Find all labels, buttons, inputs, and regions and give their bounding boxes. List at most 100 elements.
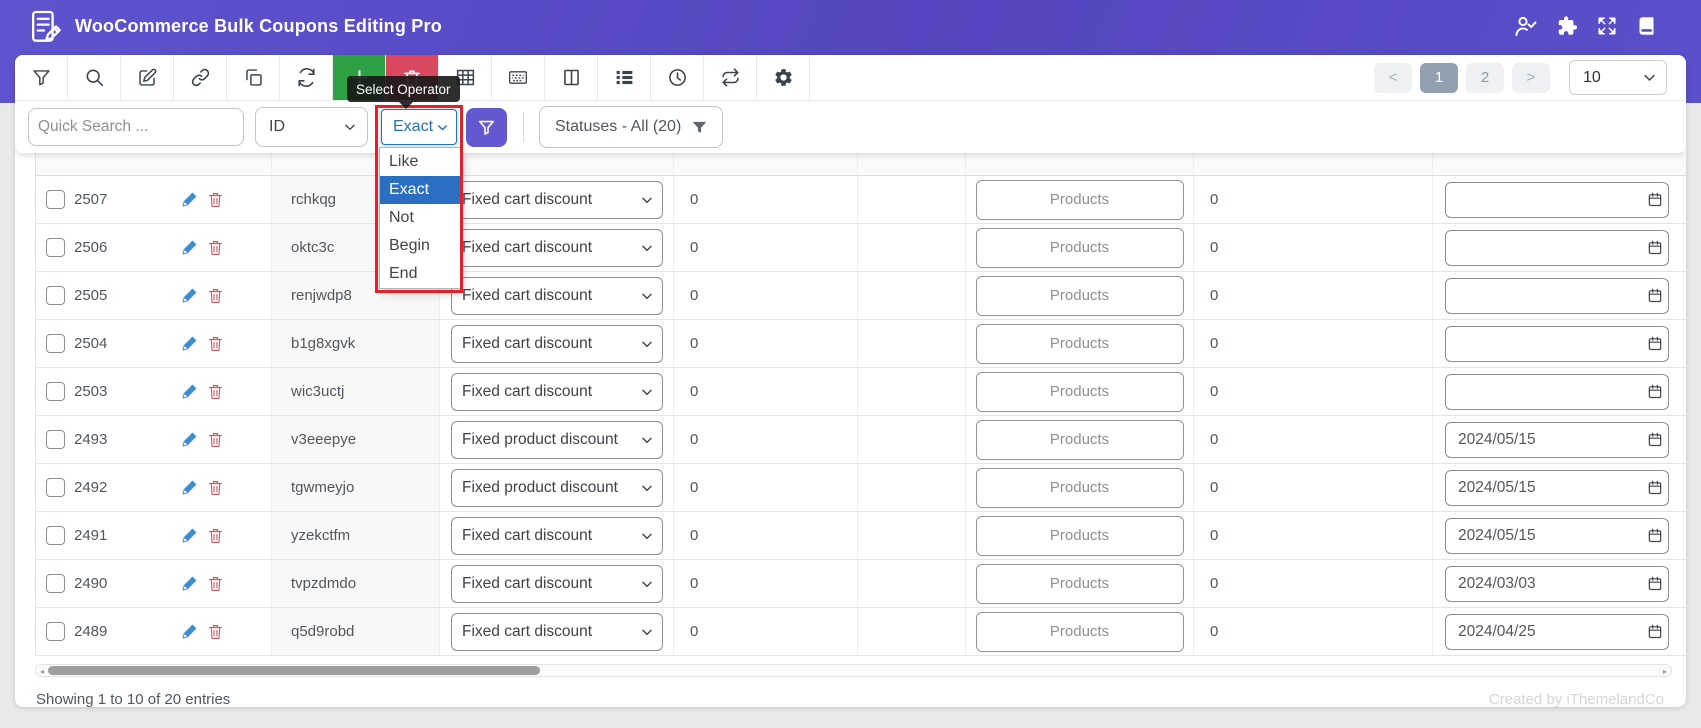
discount-type-select[interactable]: Fixed product discount <box>451 420 663 459</box>
fullscreen-icon[interactable] <box>1596 15 1618 37</box>
documentation-icon[interactable] <box>1636 15 1657 37</box>
scroll-left-arrow[interactable]: ◂ <box>40 667 45 676</box>
pagination-next-button[interactable]: > <box>1512 62 1550 93</box>
edit-row-icon[interactable] <box>180 287 198 305</box>
products-button[interactable]: Products <box>975 179 1184 220</box>
delete-row-icon[interactable] <box>207 431 224 449</box>
expiry-date-input[interactable]: 2024/03/03 <box>1445 565 1669 602</box>
delete-row-icon[interactable] <box>207 479 224 497</box>
operator-option[interactable]: Not <box>389 209 414 226</box>
toolbar-list-button[interactable] <box>598 55 651 100</box>
expiry-date-input[interactable] <box>1445 373 1669 410</box>
products-button[interactable]: Products <box>975 515 1184 556</box>
edit-row-icon[interactable] <box>180 239 198 257</box>
scroll-right-arrow[interactable]: ▸ <box>1662 667 1667 676</box>
scrollbar-thumb[interactable] <box>48 666 540 675</box>
edit-row-icon[interactable] <box>180 623 198 641</box>
operator-option[interactable]: Exact <box>380 176 460 204</box>
operator-select[interactable]: Exact <box>381 109 457 145</box>
products-button[interactable]: Products <box>975 467 1184 508</box>
expiry-date-input[interactable]: 2024/05/15 <box>1445 517 1669 554</box>
discount-type-select[interactable]: Fixed cart discount <box>451 324 663 363</box>
expiry-date-input[interactable]: 2024/05/15 <box>1445 421 1669 458</box>
expiry-date-input[interactable] <box>1445 181 1669 218</box>
expiry-date-input[interactable]: 2024/04/25 <box>1445 613 1669 650</box>
apply-filter-button[interactable] <box>466 107 507 147</box>
row-checkbox[interactable] <box>46 478 65 497</box>
delete-row-icon[interactable] <box>207 335 224 353</box>
row-checkbox[interactable] <box>46 382 65 401</box>
toolbar-settings-button[interactable] <box>757 55 810 100</box>
toolbar-inline-edit-button[interactable] <box>492 55 545 100</box>
delete-row-icon[interactable] <box>207 623 224 641</box>
row-checkbox[interactable] <box>46 526 65 545</box>
toolbar-filter-button[interactable] <box>15 55 68 100</box>
toolbar-search-button[interactable] <box>68 55 121 100</box>
page-size-select[interactable]: 10 <box>1569 60 1667 95</box>
discount-type-select[interactable]: Fixed cart discount <box>451 228 663 267</box>
discount-type-select[interactable]: Fixed cart discount <box>451 564 663 603</box>
delete-row-icon[interactable] <box>207 287 224 305</box>
pagination-prev-button[interactable]: < <box>1374 62 1412 93</box>
operator-option[interactable]: End <box>389 265 418 282</box>
row-checkbox[interactable] <box>46 574 65 593</box>
edit-row-icon[interactable] <box>180 191 198 209</box>
delete-row-icon[interactable] <box>207 239 224 257</box>
edit-row-icon[interactable] <box>180 575 198 593</box>
user-check-icon[interactable] <box>1514 15 1538 37</box>
edit-row-icon[interactable] <box>180 527 198 545</box>
expiry-date-input[interactable]: 2024/05/15 <box>1445 469 1669 506</box>
discount-type-select[interactable]: Fixed product discount <box>451 468 663 507</box>
pagination-page-2[interactable]: 2 <box>1466 62 1504 93</box>
coupon-id: 2505 <box>74 287 108 304</box>
discount-type-select[interactable]: Fixed cart discount <box>451 372 663 411</box>
operator-option[interactable]: Like <box>389 153 419 170</box>
products-button[interactable]: Products <box>975 611 1184 652</box>
operator-option[interactable]: Begin <box>389 237 430 254</box>
toolbar-bulk-edit-button[interactable] <box>121 55 174 100</box>
discount-type-select[interactable]: Fixed cart discount <box>451 612 663 651</box>
edit-row-icon[interactable] <box>180 383 198 401</box>
row-checkbox[interactable] <box>46 238 65 257</box>
row-checkbox[interactable] <box>46 430 65 449</box>
horizontal-scrollbar[interactable]: ◂ ▸ <box>35 664 1672 677</box>
delete-row-icon[interactable] <box>207 383 224 401</box>
delete-row-icon[interactable] <box>207 527 224 545</box>
edit-row-icon[interactable] <box>180 335 198 353</box>
row-checkbox[interactable] <box>46 190 65 209</box>
products-button[interactable]: Products <box>975 371 1184 412</box>
edit-row-icon[interactable] <box>180 479 198 497</box>
expiry-date-input[interactable] <box>1445 325 1669 362</box>
toolbar-columns-button[interactable] <box>545 55 598 100</box>
delete-row-icon[interactable] <box>207 191 224 209</box>
products-button[interactable]: Products <box>975 227 1184 268</box>
statuses-filter-button[interactable]: Statuses - All (20) <box>539 106 724 148</box>
chevron-down-icon <box>1644 74 1655 81</box>
edit-row-icon[interactable] <box>180 431 198 449</box>
toolbar-sync-button[interactable] <box>704 55 757 100</box>
toolbar-history-button[interactable] <box>651 55 704 100</box>
products-button[interactable]: Products <box>975 275 1184 316</box>
search-input[interactable] <box>28 108 244 146</box>
header-icons <box>1514 15 1657 37</box>
coupon-id: 2493 <box>74 431 108 448</box>
toolbar-duplicate-button[interactable] <box>227 55 280 100</box>
discount-type-select[interactable]: Fixed cart discount <box>451 180 663 219</box>
discount-type-select[interactable]: Fixed cart discount <box>451 516 663 555</box>
row-checkbox[interactable] <box>46 334 65 353</box>
toolbar-link-button[interactable] <box>174 55 227 100</box>
products-button[interactable]: Products <box>975 323 1184 364</box>
expiry-date-input[interactable] <box>1445 277 1669 314</box>
usage-count: 0 <box>1210 335 1219 352</box>
toolbar-reload-button[interactable] <box>280 55 333 100</box>
search-field-select[interactable]: ID <box>255 107 368 147</box>
products-button[interactable]: Products <box>975 419 1184 460</box>
discount-type-select[interactable]: Fixed cart discount <box>451 276 663 315</box>
row-checkbox[interactable] <box>46 286 65 305</box>
pagination-page-1[interactable]: 1 <box>1420 62 1458 93</box>
delete-row-icon[interactable] <box>207 575 224 593</box>
puzzle-icon[interactable] <box>1556 15 1578 37</box>
row-checkbox[interactable] <box>46 622 65 641</box>
expiry-date-input[interactable] <box>1445 229 1669 266</box>
products-button[interactable]: Products <box>975 563 1184 604</box>
